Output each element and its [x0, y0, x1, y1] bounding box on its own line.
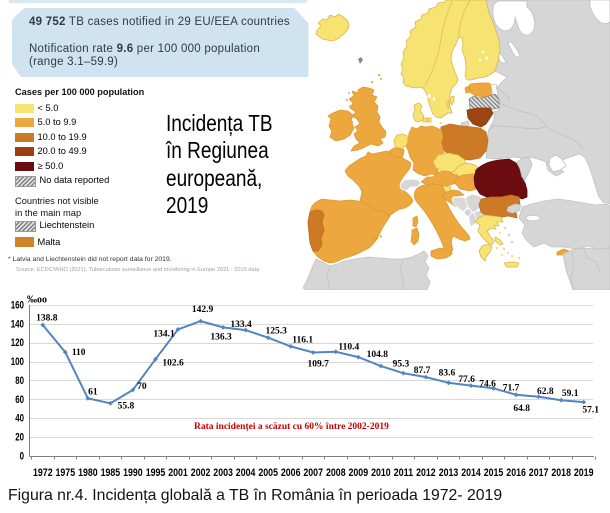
svg-text:1995: 1995 [146, 467, 166, 479]
svg-text:2012: 2012 [416, 467, 436, 479]
svg-text:2011: 2011 [394, 467, 414, 479]
svg-text:2008: 2008 [326, 467, 346, 479]
svg-text:60: 60 [15, 394, 24, 406]
svg-text:2015: 2015 [484, 467, 504, 479]
svg-text:95.3: 95.3 [393, 359, 410, 369]
svg-text:2018: 2018 [551, 467, 571, 479]
svg-text:142.9: 142.9 [192, 305, 214, 315]
svg-text:140: 140 [11, 318, 24, 330]
svg-text:160: 160 [11, 300, 24, 312]
svg-text:1972: 1972 [33, 467, 53, 479]
svg-text:2019: 2019 [574, 467, 594, 479]
svg-text:2017: 2017 [529, 467, 549, 479]
svg-text:102.6: 102.6 [162, 359, 184, 369]
svg-text:77.6: 77.6 [458, 375, 475, 385]
svg-text:2004: 2004 [236, 467, 256, 479]
svg-text:62.8: 62.8 [537, 387, 554, 397]
svg-text:57.1: 57.1 [582, 406, 599, 416]
svg-text:64.8: 64.8 [513, 404, 530, 414]
svg-text:116.1: 116.1 [292, 335, 313, 345]
svg-text:2003: 2003 [213, 467, 233, 479]
svg-text:2010: 2010 [371, 467, 391, 479]
svg-text:2014: 2014 [461, 467, 481, 479]
svg-text:138.8: 138.8 [36, 313, 58, 323]
svg-text:0: 0 [20, 451, 24, 463]
svg-text:59.1: 59.1 [562, 389, 579, 399]
svg-text:2013: 2013 [439, 467, 459, 479]
svg-text:2006: 2006 [281, 467, 301, 479]
svg-text:71.7: 71.7 [503, 384, 520, 394]
svg-text:109.7: 109.7 [308, 360, 330, 370]
svg-text:133.4: 133.4 [230, 320, 252, 330]
svg-text:125.3: 125.3 [266, 327, 288, 337]
svg-text:134.1: 134.1 [153, 330, 175, 340]
svg-text:110.4: 110.4 [338, 343, 359, 353]
svg-text:2016: 2016 [506, 467, 526, 479]
svg-text:2007: 2007 [303, 467, 323, 479]
svg-text:120: 120 [11, 337, 24, 349]
svg-text:2001: 2001 [168, 467, 188, 479]
svg-text:2005: 2005 [258, 467, 278, 479]
svg-text:100: 100 [11, 356, 24, 368]
svg-text:110: 110 [72, 348, 86, 358]
svg-text:80: 80 [15, 375, 24, 387]
svg-text:‰oo: ‰oo [27, 295, 47, 306]
svg-text:70: 70 [137, 382, 147, 392]
svg-text:40: 40 [15, 413, 24, 425]
svg-text:1980: 1980 [78, 467, 98, 479]
svg-text:1975: 1975 [56, 467, 76, 479]
svg-text:136.3: 136.3 [210, 332, 232, 342]
svg-text:1985: 1985 [101, 467, 121, 479]
svg-text:20: 20 [15, 432, 24, 444]
svg-text:104.8: 104.8 [367, 350, 389, 360]
svg-text:74.6: 74.6 [479, 379, 496, 389]
svg-text:83.6: 83.6 [439, 369, 456, 379]
svg-text:55.8: 55.8 [118, 402, 135, 412]
svg-text:2002: 2002 [191, 467, 211, 479]
svg-text:61: 61 [88, 388, 98, 398]
svg-text:Rata incidenței a scăzut cu 60: Rata incidenței a scăzut cu 60% între 20… [194, 422, 389, 432]
svg-text:87.7: 87.7 [414, 366, 431, 376]
svg-text:2009: 2009 [349, 467, 369, 479]
svg-text:1990: 1990 [123, 467, 143, 479]
